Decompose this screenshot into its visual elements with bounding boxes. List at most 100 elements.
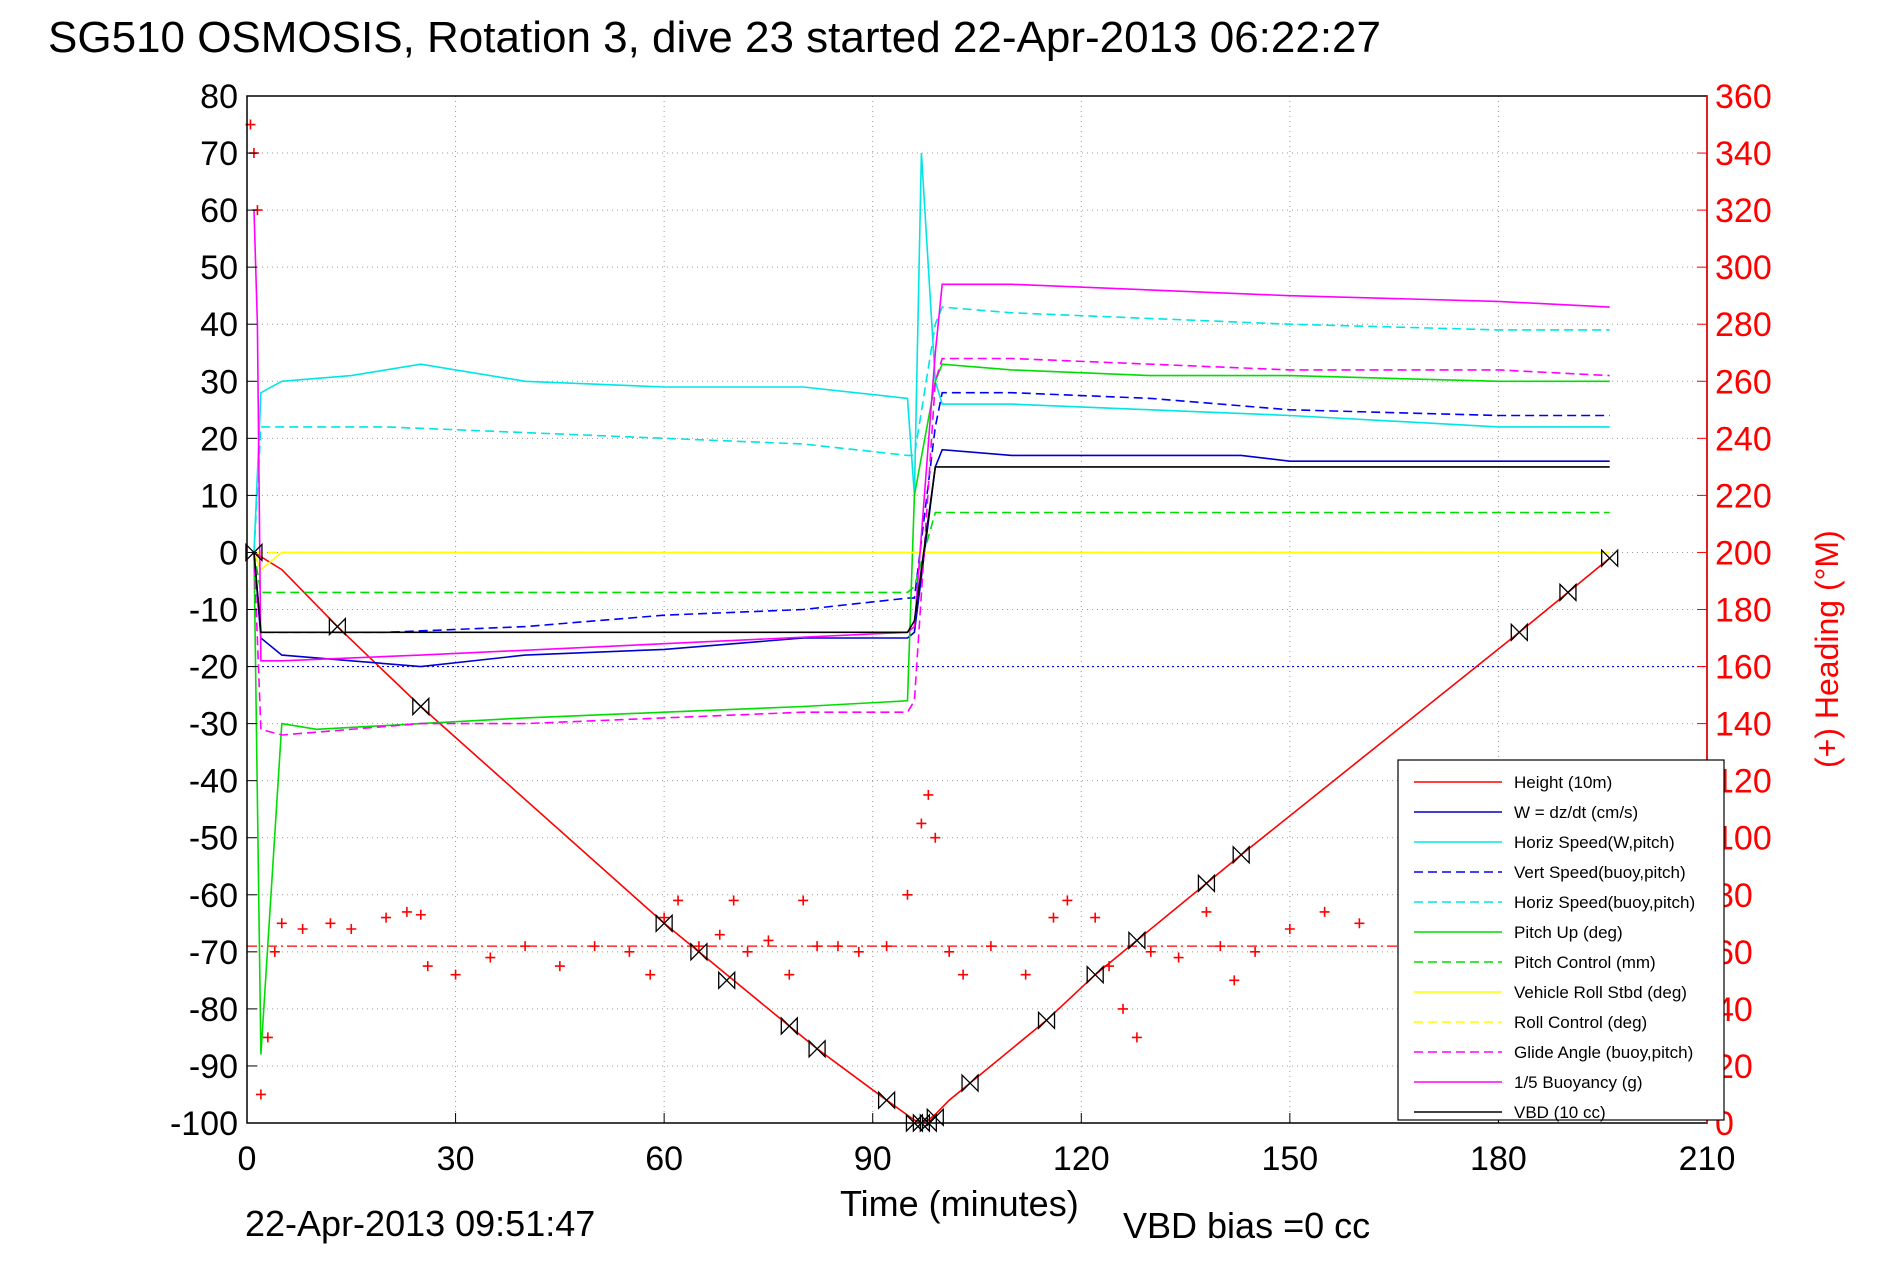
- heading-point: [269, 946, 280, 957]
- heading-point: [554, 961, 565, 972]
- x-tick-label: 60: [645, 1140, 683, 1178]
- heading-point: [1354, 918, 1365, 929]
- heading-point: [1090, 912, 1101, 923]
- series-vehicle-roll-stbd-deg: [253, 551, 1610, 571]
- heading-point: [659, 912, 670, 923]
- heading-point: [902, 889, 913, 900]
- y-tick-label: -10: [189, 592, 238, 630]
- heading-point: [520, 941, 531, 952]
- height-marker: [328, 617, 347, 637]
- height-marker: [1086, 965, 1104, 985]
- heading-point: [812, 941, 823, 952]
- x-tick-label: 180: [1470, 1140, 1527, 1178]
- y-tick-label: -90: [189, 1048, 238, 1086]
- heading-point: [916, 818, 927, 829]
- legend-entry-pitch-control-mm: Pitch Control (mm): [1514, 953, 1656, 972]
- series-horiz-speed-buoy-pitch: [253, 306, 1610, 553]
- series-w-dz-dt-cm-s: [253, 448, 1610, 668]
- legend: Height (10m) W = dz/dt (cm/s) Horiz Speed(…: [1397, 759, 1725, 1122]
- legend-entry-w-dz-dt-cm-s: W = dz/dt (cm/s): [1514, 803, 1638, 822]
- y2-tick-label: 320: [1715, 192, 1772, 230]
- y-tick-label: -50: [189, 820, 238, 858]
- height-marker: [1197, 873, 1216, 893]
- y2-tick-label: 220: [1715, 477, 1772, 515]
- height-marker: [1232, 845, 1250, 865]
- heading-point: [930, 832, 941, 843]
- heading-point: [1229, 975, 1240, 986]
- y-tick-label: 0: [219, 534, 238, 572]
- y2-tick-label: 140: [1715, 706, 1772, 744]
- heading-point: [1173, 952, 1184, 963]
- legend-entry-horiz-speed-buoy-pitch: Horiz Speed(buoy,pitch): [1514, 893, 1695, 912]
- y2-tick-label: 160: [1715, 649, 1772, 687]
- heading-point: [325, 918, 336, 929]
- y-tick-label: -70: [189, 934, 238, 972]
- legend-entry-glide-angle-buoy-pitch: Glide Angle (buoy,pitch): [1514, 1043, 1693, 1062]
- y-tick-label: 30: [200, 363, 238, 401]
- heading-point: [944, 946, 955, 957]
- y2-tick-label: 360: [1715, 78, 1772, 116]
- heading-point: [714, 929, 725, 940]
- heading-point: [1284, 924, 1295, 935]
- y-tick-label: 10: [200, 477, 238, 515]
- x-axis-label: Time (minutes): [840, 1183, 1079, 1224]
- y-tick-label: 60: [200, 192, 238, 230]
- series-horiz-speed-w-pitch: [253, 153, 1610, 553]
- y-tick-label: 20: [200, 420, 238, 458]
- height-marker: [780, 1016, 798, 1036]
- height-marker: [919, 1113, 937, 1133]
- heading-point: [881, 941, 892, 952]
- legend-entry-vert-speed-buoy-pitch: Vert Speed(buoy,pitch): [1514, 863, 1686, 882]
- heading-point: [985, 941, 996, 952]
- heading-point: [728, 895, 739, 906]
- footer-timestamp: 22-Apr-2013 09:51:47: [245, 1203, 595, 1244]
- legend-entry-horiz-speed-w-pitch: Horiz Speed(W,pitch): [1514, 833, 1675, 852]
- chart-title: SG510 OSMOSIS, Rotation 3, dive 23 start…: [48, 13, 1381, 62]
- vbd-bias-note: VBD bias =0 cc: [1123, 1205, 1370, 1246]
- y-tick-label: -60: [189, 877, 238, 915]
- height-marker: [1559, 582, 1577, 602]
- x-tick-label: 120: [1053, 1140, 1110, 1178]
- right-axis-label: (+) Heading (°M): [1809, 530, 1845, 768]
- heading-point: [297, 924, 308, 935]
- series-pitch-up-deg: [253, 363, 1610, 1055]
- heading-point: [958, 969, 969, 980]
- y-tick-label: 50: [200, 249, 238, 287]
- series-pitch-control-mm: [253, 511, 1610, 594]
- y2-tick-label: 300: [1715, 249, 1772, 287]
- series-vbd-10-cc: [253, 466, 1610, 634]
- x-tick-label: 150: [1261, 1140, 1318, 1178]
- heading-point: [1215, 941, 1226, 952]
- y-tick-label: 40: [200, 306, 238, 344]
- heading-point: [1145, 946, 1156, 957]
- series-glide-angle-buoy-pitch: [253, 357, 1610, 736]
- heading-point: [589, 941, 600, 952]
- y2-tick-label: 260: [1715, 363, 1772, 401]
- y2-tick-label: 200: [1715, 534, 1772, 572]
- heading-point: [1250, 946, 1261, 957]
- heading-point: [1118, 1003, 1128, 1014]
- y-tick-label: -80: [189, 991, 238, 1029]
- heading-point: [415, 909, 426, 920]
- legend-box: [1397, 759, 1725, 1121]
- heading-point: [832, 941, 843, 952]
- height-marker: [718, 970, 736, 990]
- height-marker: [926, 1107, 944, 1127]
- legend-entry-pitch-up-deg: Pitch Up (deg): [1514, 923, 1623, 942]
- x-tick-label: 210: [1679, 1140, 1736, 1178]
- height-marker: [1510, 622, 1528, 642]
- heading-point: [255, 1089, 266, 1100]
- height-marker: [877, 1090, 896, 1110]
- height-marker: [412, 696, 430, 717]
- legend-entry-height-10m: Height (10m): [1514, 773, 1612, 792]
- heading-point: [276, 918, 287, 929]
- x-tick-label: 0: [238, 1140, 257, 1178]
- y-tick-label: -100: [170, 1105, 238, 1143]
- heading-point: [262, 1032, 273, 1043]
- heading-point: [1020, 969, 1031, 980]
- height-marker: [1601, 548, 1619, 568]
- series-1-5-buoyancy-g: [253, 210, 1610, 662]
- y-tick-label: -20: [189, 649, 238, 687]
- legend-entry-roll-control-deg: Roll Control (deg): [1514, 1013, 1647, 1032]
- heading-point: [1131, 1032, 1142, 1043]
